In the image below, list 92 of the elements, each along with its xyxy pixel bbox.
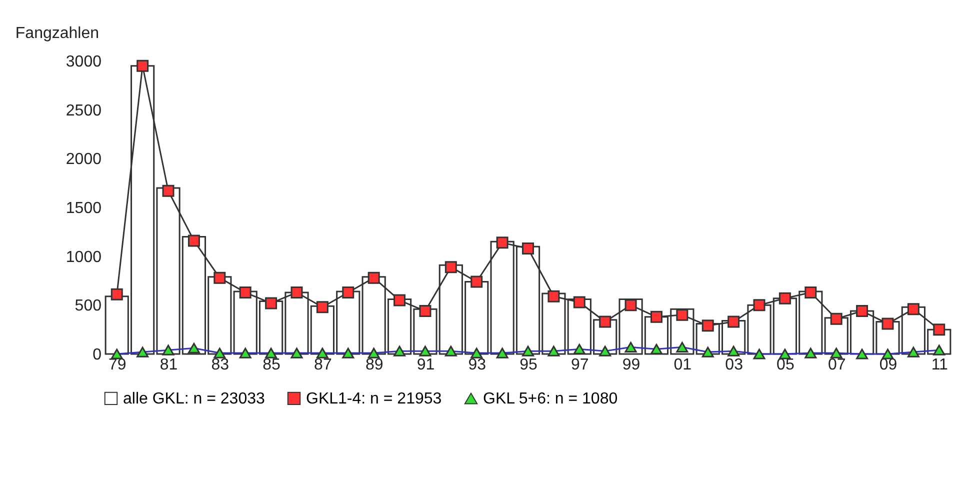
point: [290, 348, 303, 358]
point: [368, 272, 380, 284]
point: [676, 308, 688, 321]
point: [214, 272, 226, 284]
x-tick-label: 93: [468, 356, 486, 374]
legend-label: alle GKL: n = 23033: [123, 390, 265, 408]
x-tick-label: 95: [520, 356, 538, 374]
point: [265, 348, 278, 358]
point: [419, 305, 432, 318]
point: [856, 348, 868, 360]
point: [778, 348, 791, 360]
point: [496, 348, 508, 358]
point: [214, 348, 226, 358]
point: [496, 236, 508, 249]
y-tick-label: 2500: [66, 102, 102, 120]
point: [599, 316, 612, 328]
point: [650, 344, 662, 354]
x-tick-label: 91: [416, 356, 435, 374]
y-tick-label: 3000: [66, 54, 102, 70]
point: [702, 320, 714, 332]
x-tick-label: 97: [570, 356, 589, 374]
point: [676, 342, 688, 352]
y-tick-label: 500: [74, 298, 102, 315]
point: [239, 348, 252, 358]
point: [882, 348, 894, 360]
point: [239, 286, 252, 298]
point: [522, 242, 534, 255]
point: [470, 276, 483, 288]
point: [650, 310, 662, 323]
x-tick-label: 85: [262, 356, 281, 374]
point: [342, 286, 354, 298]
y-tick-label: 1500: [66, 200, 102, 217]
point: [394, 294, 406, 306]
x-tick-label: 07: [828, 356, 846, 374]
point: [753, 348, 766, 360]
point: [804, 348, 817, 358]
point: [907, 346, 920, 358]
point: [136, 60, 149, 72]
point: [882, 318, 894, 330]
legend-label: GKL 5+6: n = 1080: [483, 390, 618, 408]
x-tick-label: 09: [879, 356, 898, 374]
legend-label: GKL1-4: n = 21953: [306, 390, 442, 408]
point: [573, 296, 586, 308]
x-tick-label: 99: [622, 356, 640, 374]
point: [162, 184, 174, 197]
point: [470, 348, 483, 358]
point: [778, 292, 791, 304]
point: [419, 346, 432, 356]
point: [444, 346, 457, 356]
point: [162, 344, 174, 356]
point: [830, 348, 842, 358]
x-tick-label: 03: [725, 356, 744, 374]
point: [624, 299, 637, 312]
point: [136, 346, 149, 358]
x-tick-label: 87: [314, 356, 332, 374]
point: [856, 305, 868, 318]
point: [573, 344, 586, 354]
point: [522, 346, 534, 356]
y-axis-title: Fangzahlen: [15, 25, 100, 42]
y-tick-label: 1000: [66, 248, 102, 266]
x-tick-label: 81: [160, 356, 178, 374]
x-tick-label: 11: [931, 356, 948, 374]
point: [394, 346, 406, 356]
point: [188, 234, 200, 247]
point: [110, 348, 123, 360]
point: [907, 303, 920, 316]
point: [265, 297, 278, 310]
point: [804, 286, 817, 298]
point: [290, 286, 303, 298]
y-tick-label: 0: [92, 346, 102, 364]
point: [830, 312, 842, 325]
point: [933, 324, 946, 336]
point: [110, 288, 123, 300]
point: [702, 346, 714, 358]
point: [548, 346, 560, 356]
y-tick-label: 2000: [66, 151, 102, 168]
point: [368, 348, 380, 358]
point: [548, 290, 560, 302]
x-tick-label: 89: [365, 356, 384, 374]
x-tick-label: 83: [211, 356, 230, 374]
x-tick-label: 01: [674, 356, 692, 374]
point: [753, 299, 766, 312]
point: [316, 348, 328, 358]
point: [444, 261, 457, 274]
point: [599, 346, 612, 356]
point: [342, 348, 354, 358]
point: [624, 342, 637, 352]
point: [933, 344, 946, 356]
point: [316, 301, 328, 314]
point: [188, 342, 200, 354]
point: [728, 346, 740, 356]
point: [728, 316, 740, 328]
